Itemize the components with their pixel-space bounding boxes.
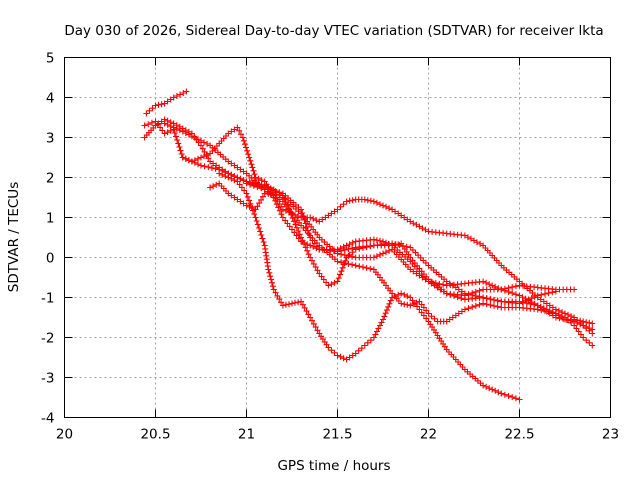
- series-4-markers: [161, 120, 559, 307]
- x-tick-labels: 20 20.5 21 21.5 22 22.5 23: [56, 427, 619, 443]
- series-1-markers: [143, 88, 190, 117]
- x-tick-label: 22: [420, 427, 437, 443]
- y-tick-label: -3: [41, 371, 54, 387]
- y-axis-label: SDTVAR / TECUs: [6, 182, 22, 292]
- y-tick-label: 0: [46, 251, 55, 267]
- series-8-markers: [243, 180, 596, 349]
- series-8: [243, 180, 596, 349]
- x-tick-label: 20.5: [140, 427, 170, 443]
- grid-lines: [64, 57, 611, 418]
- y-tick-label: -1: [41, 291, 54, 307]
- y-tick-label: 2: [46, 171, 55, 187]
- plot-frame: [64, 57, 611, 418]
- series-4: [161, 120, 559, 307]
- series-1: [143, 88, 190, 117]
- x-tick-label: 21: [238, 427, 255, 443]
- x-tick-label: 23: [602, 427, 619, 443]
- series-7: [216, 170, 523, 403]
- y-tick-label: 5: [46, 51, 55, 67]
- y-tick-label: -4: [41, 411, 54, 427]
- chart-title: Day 030 of 2026, Sidereal Day-to-day VTE…: [64, 23, 603, 39]
- y-tick-label: 3: [46, 131, 55, 147]
- x-tick-label: 22.5: [504, 427, 534, 443]
- series-layer: [141, 88, 596, 403]
- x-tick-label: 20: [56, 427, 73, 443]
- y-tick-label: 4: [46, 91, 55, 107]
- x-tick-label: 21.5: [322, 427, 352, 443]
- y-tick-label: 1: [46, 211, 55, 227]
- x-axis-label: GPS time / hours: [277, 458, 390, 474]
- y-tick-labels: -4 -3 -2 -1 0 1 2 3 4 5: [41, 51, 54, 427]
- series-7-markers: [216, 170, 523, 403]
- y-tick-label: -2: [41, 331, 54, 347]
